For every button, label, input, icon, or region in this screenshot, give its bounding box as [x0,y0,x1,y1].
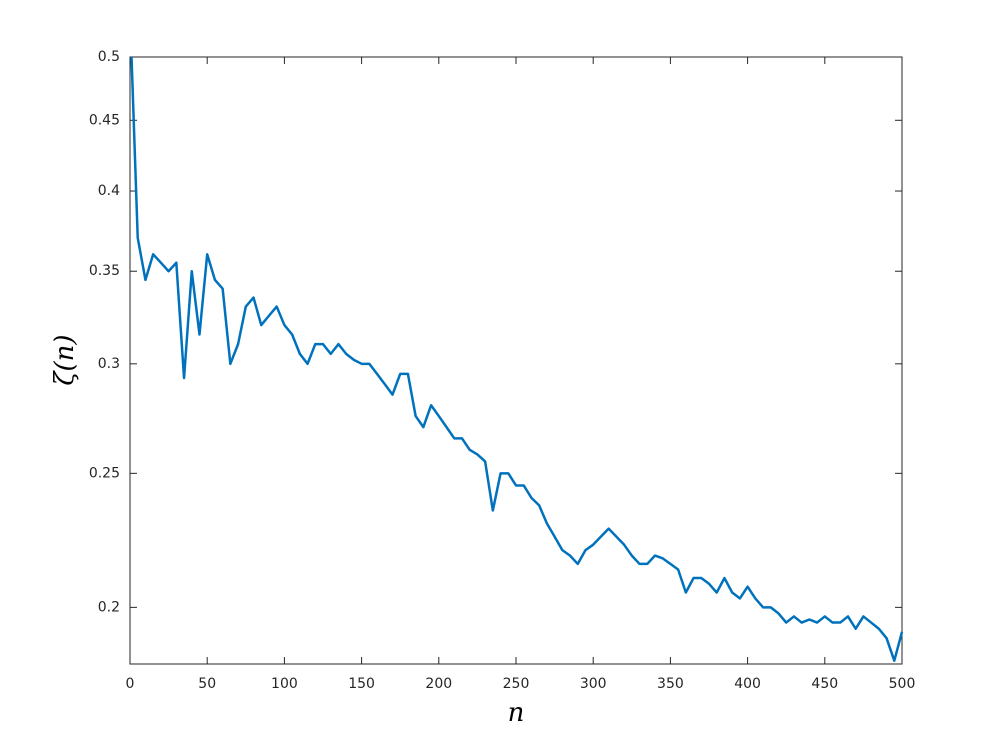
x-tick-label: 50 [198,676,216,692]
y-tick-label: 0.35 [89,263,120,279]
x-tick-label: 250 [503,676,530,692]
data-line [130,56,904,662]
y-tick-label: 0.4 [98,183,120,199]
x-tick-label: 100 [271,676,298,692]
y-tick-label: 0.3 [98,356,120,372]
x-tick-label: 200 [425,676,452,692]
y-axis-title: ζ(n) [50,334,80,385]
y-tick-label: 0.2 [98,599,120,615]
x-tick-label: 400 [734,676,761,692]
y-tick-label: 0.25 [89,465,120,481]
x-tick-label: 300 [580,676,607,692]
x-tick-label: 500 [889,676,916,692]
x-tick-label: 150 [348,676,375,692]
y-tick-label: 0.45 [89,112,120,128]
x-axis-title: n [508,698,525,728]
x-tick-label: 450 [811,676,838,692]
plot-box [129,56,903,665]
y-tick-label: 0.5 [98,49,120,65]
x-tick-label: 0 [126,676,135,692]
x-tick-label: 350 [657,676,684,692]
